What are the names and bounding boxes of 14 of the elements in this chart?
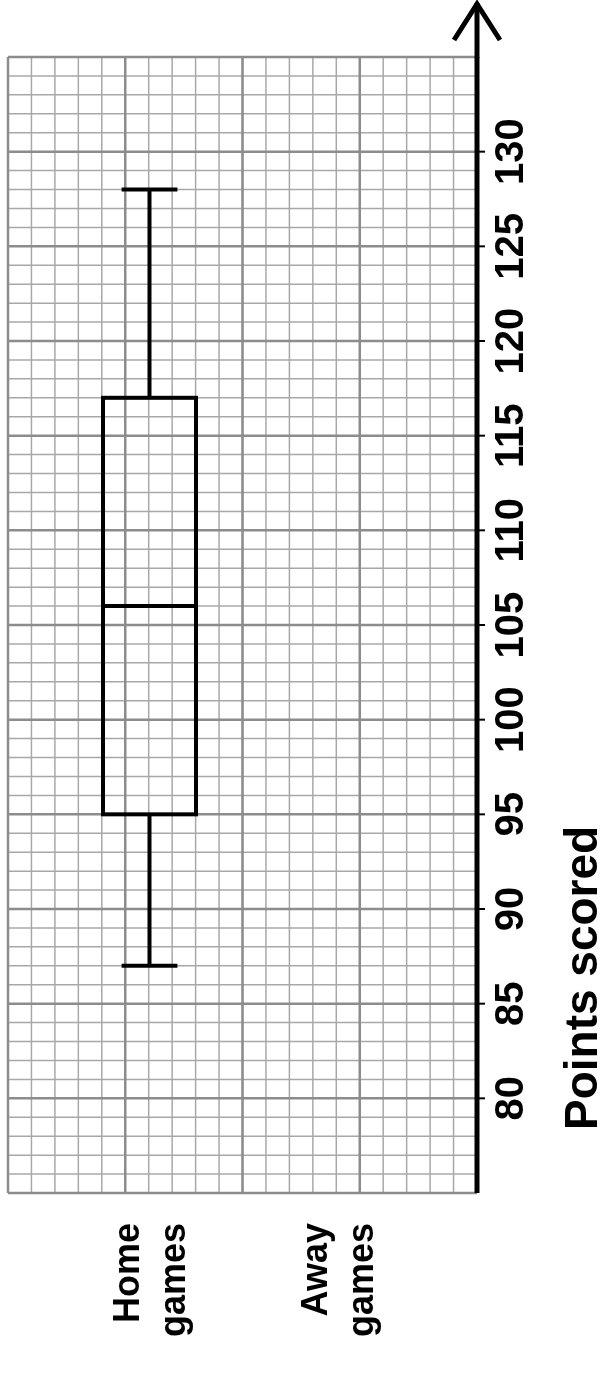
y-tick-label: 80 bbox=[487, 1076, 532, 1121]
y-tick-label: 100 bbox=[487, 686, 532, 754]
y-tick-label: 115 bbox=[487, 403, 532, 468]
y-tick-label: 110 bbox=[487, 498, 532, 563]
y-tick-label: 125 bbox=[487, 212, 532, 280]
y-tick-label: 95 bbox=[487, 792, 532, 837]
x-tick-label: Home games bbox=[105, 1223, 193, 1338]
y-tick-label: 120 bbox=[487, 307, 532, 375]
y-tick-label: 90 bbox=[487, 886, 532, 932]
y-tick-label: 105 bbox=[487, 591, 532, 659]
y-tick-label: 85 bbox=[487, 981, 532, 1026]
y-tick-label: 130 bbox=[487, 118, 532, 186]
x-tick-label: Away games bbox=[294, 1223, 382, 1338]
y-axis-title: Points scored bbox=[555, 825, 607, 1130]
